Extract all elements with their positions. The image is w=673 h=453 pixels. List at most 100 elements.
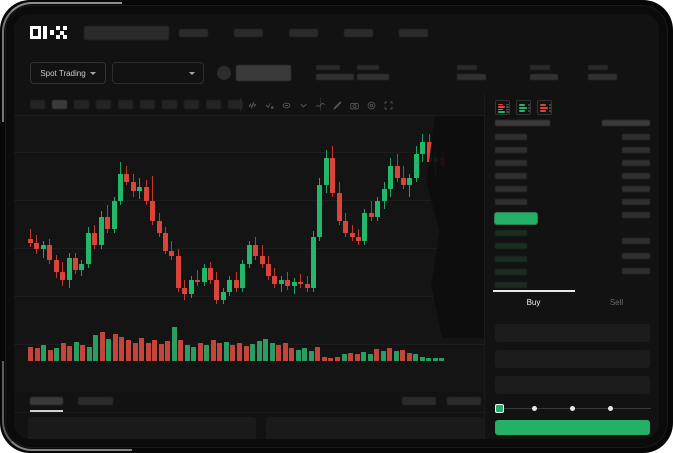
nav-item-1[interactable] — [179, 29, 208, 37]
tab-buy[interactable]: Buy — [526, 298, 541, 307]
slider-handle[interactable] — [495, 404, 504, 413]
candle-body — [343, 220, 349, 233]
market-type-selector[interactable]: Spot Trading — [30, 62, 106, 84]
volume-bar — [432, 357, 438, 361]
volume-bar — [250, 344, 256, 361]
settings-gear-icon[interactable] — [365, 99, 378, 111]
timeframe-2[interactable] — [52, 100, 67, 109]
submit-order-button[interactable] — [495, 420, 650, 435]
ticker-stat-3-value — [457, 74, 486, 80]
bottom-panel-1[interactable] — [28, 417, 256, 439]
candle-body — [278, 280, 284, 285]
volume-bar — [354, 354, 360, 361]
orderbook-row[interactable] — [495, 282, 527, 288]
compare-icon[interactable] — [280, 99, 293, 111]
slider-stop-25[interactable] — [532, 405, 537, 411]
search-input[interactable] — [84, 26, 169, 40]
orderbook-row[interactable] — [495, 160, 527, 166]
volume-bar — [67, 346, 73, 361]
bottom-action-2[interactable] — [447, 397, 481, 405]
orderbook-row[interactable] — [495, 147, 527, 153]
timeframe-7[interactable] — [162, 100, 177, 109]
orderbook-header-right — [602, 120, 650, 126]
candle-body — [240, 264, 246, 289]
order-amount-field[interactable] — [495, 350, 650, 368]
volume-bar — [393, 351, 399, 361]
candle-body — [34, 242, 40, 249]
candle-body — [175, 256, 181, 289]
orderbook[interactable] — [485, 120, 659, 300]
candle-body — [426, 142, 432, 162]
nav-item-2[interactable] — [234, 29, 263, 37]
orderbook-row[interactable] — [495, 173, 527, 179]
bottom-panel-2[interactable] — [266, 417, 484, 439]
timeframe-6[interactable] — [140, 100, 155, 109]
orderbook-best-price[interactable] — [495, 213, 537, 224]
orderbook-row[interactable] — [495, 256, 527, 262]
okx-logo[interactable] — [30, 26, 67, 39]
timeframe-3[interactable] — [74, 100, 89, 109]
tab-sell[interactable]: Sell — [609, 298, 624, 307]
nav-item-4[interactable] — [344, 29, 373, 37]
candle-body — [92, 232, 98, 245]
volume-bar — [41, 344, 47, 361]
ticker-stat-1-label — [316, 65, 340, 70]
indicator-icon[interactable] — [263, 99, 276, 111]
orderbook-row[interactable] — [495, 269, 527, 275]
fullscreen-icon[interactable] — [382, 99, 395, 111]
volume-bar — [60, 343, 66, 361]
timeframe-4[interactable] — [96, 100, 111, 109]
ticker-stat-2-value — [357, 74, 389, 80]
orderbook-mode-both-icon[interactable] — [495, 100, 510, 115]
orderbook-mode-buy-only-icon[interactable] — [516, 100, 531, 115]
camera-icon[interactable] — [348, 99, 361, 111]
orderbook-row[interactable] — [495, 134, 527, 140]
volume-bar — [367, 353, 373, 361]
price-chart[interactable] — [14, 116, 484, 391]
okx-trading-app: Spot Trading — [14, 14, 659, 439]
amount-percent-slider[interactable] — [495, 402, 651, 414]
candle-body — [323, 157, 329, 186]
nav-item-3[interactable] — [289, 29, 318, 37]
order-price-field[interactable] — [495, 324, 650, 342]
timeframe-1[interactable] — [30, 100, 45, 109]
candle-body — [298, 282, 304, 285]
candle-body — [381, 189, 387, 202]
nav-item-5[interactable] — [399, 29, 428, 37]
app-header — [14, 14, 659, 52]
drawing-pencil-icon[interactable] — [331, 99, 344, 111]
ticker-stat-3-label — [457, 65, 477, 70]
line-chart-icon[interactable] — [314, 99, 327, 111]
ticker-stat-1-value — [316, 74, 354, 80]
orderbook-row[interactable] — [495, 199, 527, 205]
volume-bar — [295, 349, 301, 361]
timeframe-10[interactable] — [228, 100, 243, 109]
timeframe-9[interactable] — [206, 100, 221, 109]
candle-body — [246, 244, 252, 265]
coin-avatar — [217, 66, 231, 80]
timeframe-5[interactable] — [118, 100, 133, 109]
volume-bar — [256, 341, 262, 361]
trading-pair-selector[interactable] — [112, 62, 204, 84]
slider-stop-75[interactable] — [608, 405, 613, 411]
orderbook-row[interactable] — [495, 230, 527, 236]
slider-stop-50[interactable] — [570, 405, 575, 411]
candle-body — [169, 250, 175, 257]
bottom-tab-2[interactable] — [78, 397, 113, 405]
timeframe-8[interactable] — [184, 100, 199, 109]
chevron-down-icon[interactable] — [297, 99, 310, 111]
logo-letter-x — [56, 26, 67, 39]
volume-bar — [197, 342, 203, 361]
candle-wick — [370, 201, 372, 221]
candlestick-chart-icon[interactable] — [246, 99, 259, 111]
order-total-field[interactable] — [495, 376, 650, 394]
candle-body — [304, 284, 310, 289]
candle-body — [394, 165, 400, 178]
orderbook-mode-sell-only-icon[interactable] — [537, 100, 552, 115]
candle-wick — [197, 270, 199, 287]
bottom-action-1[interactable] — [402, 397, 436, 405]
volume-bar — [361, 352, 367, 361]
orderbook-row[interactable] — [495, 243, 527, 249]
bottom-tab-1[interactable] — [30, 397, 63, 405]
orderbook-row[interactable] — [495, 186, 527, 192]
